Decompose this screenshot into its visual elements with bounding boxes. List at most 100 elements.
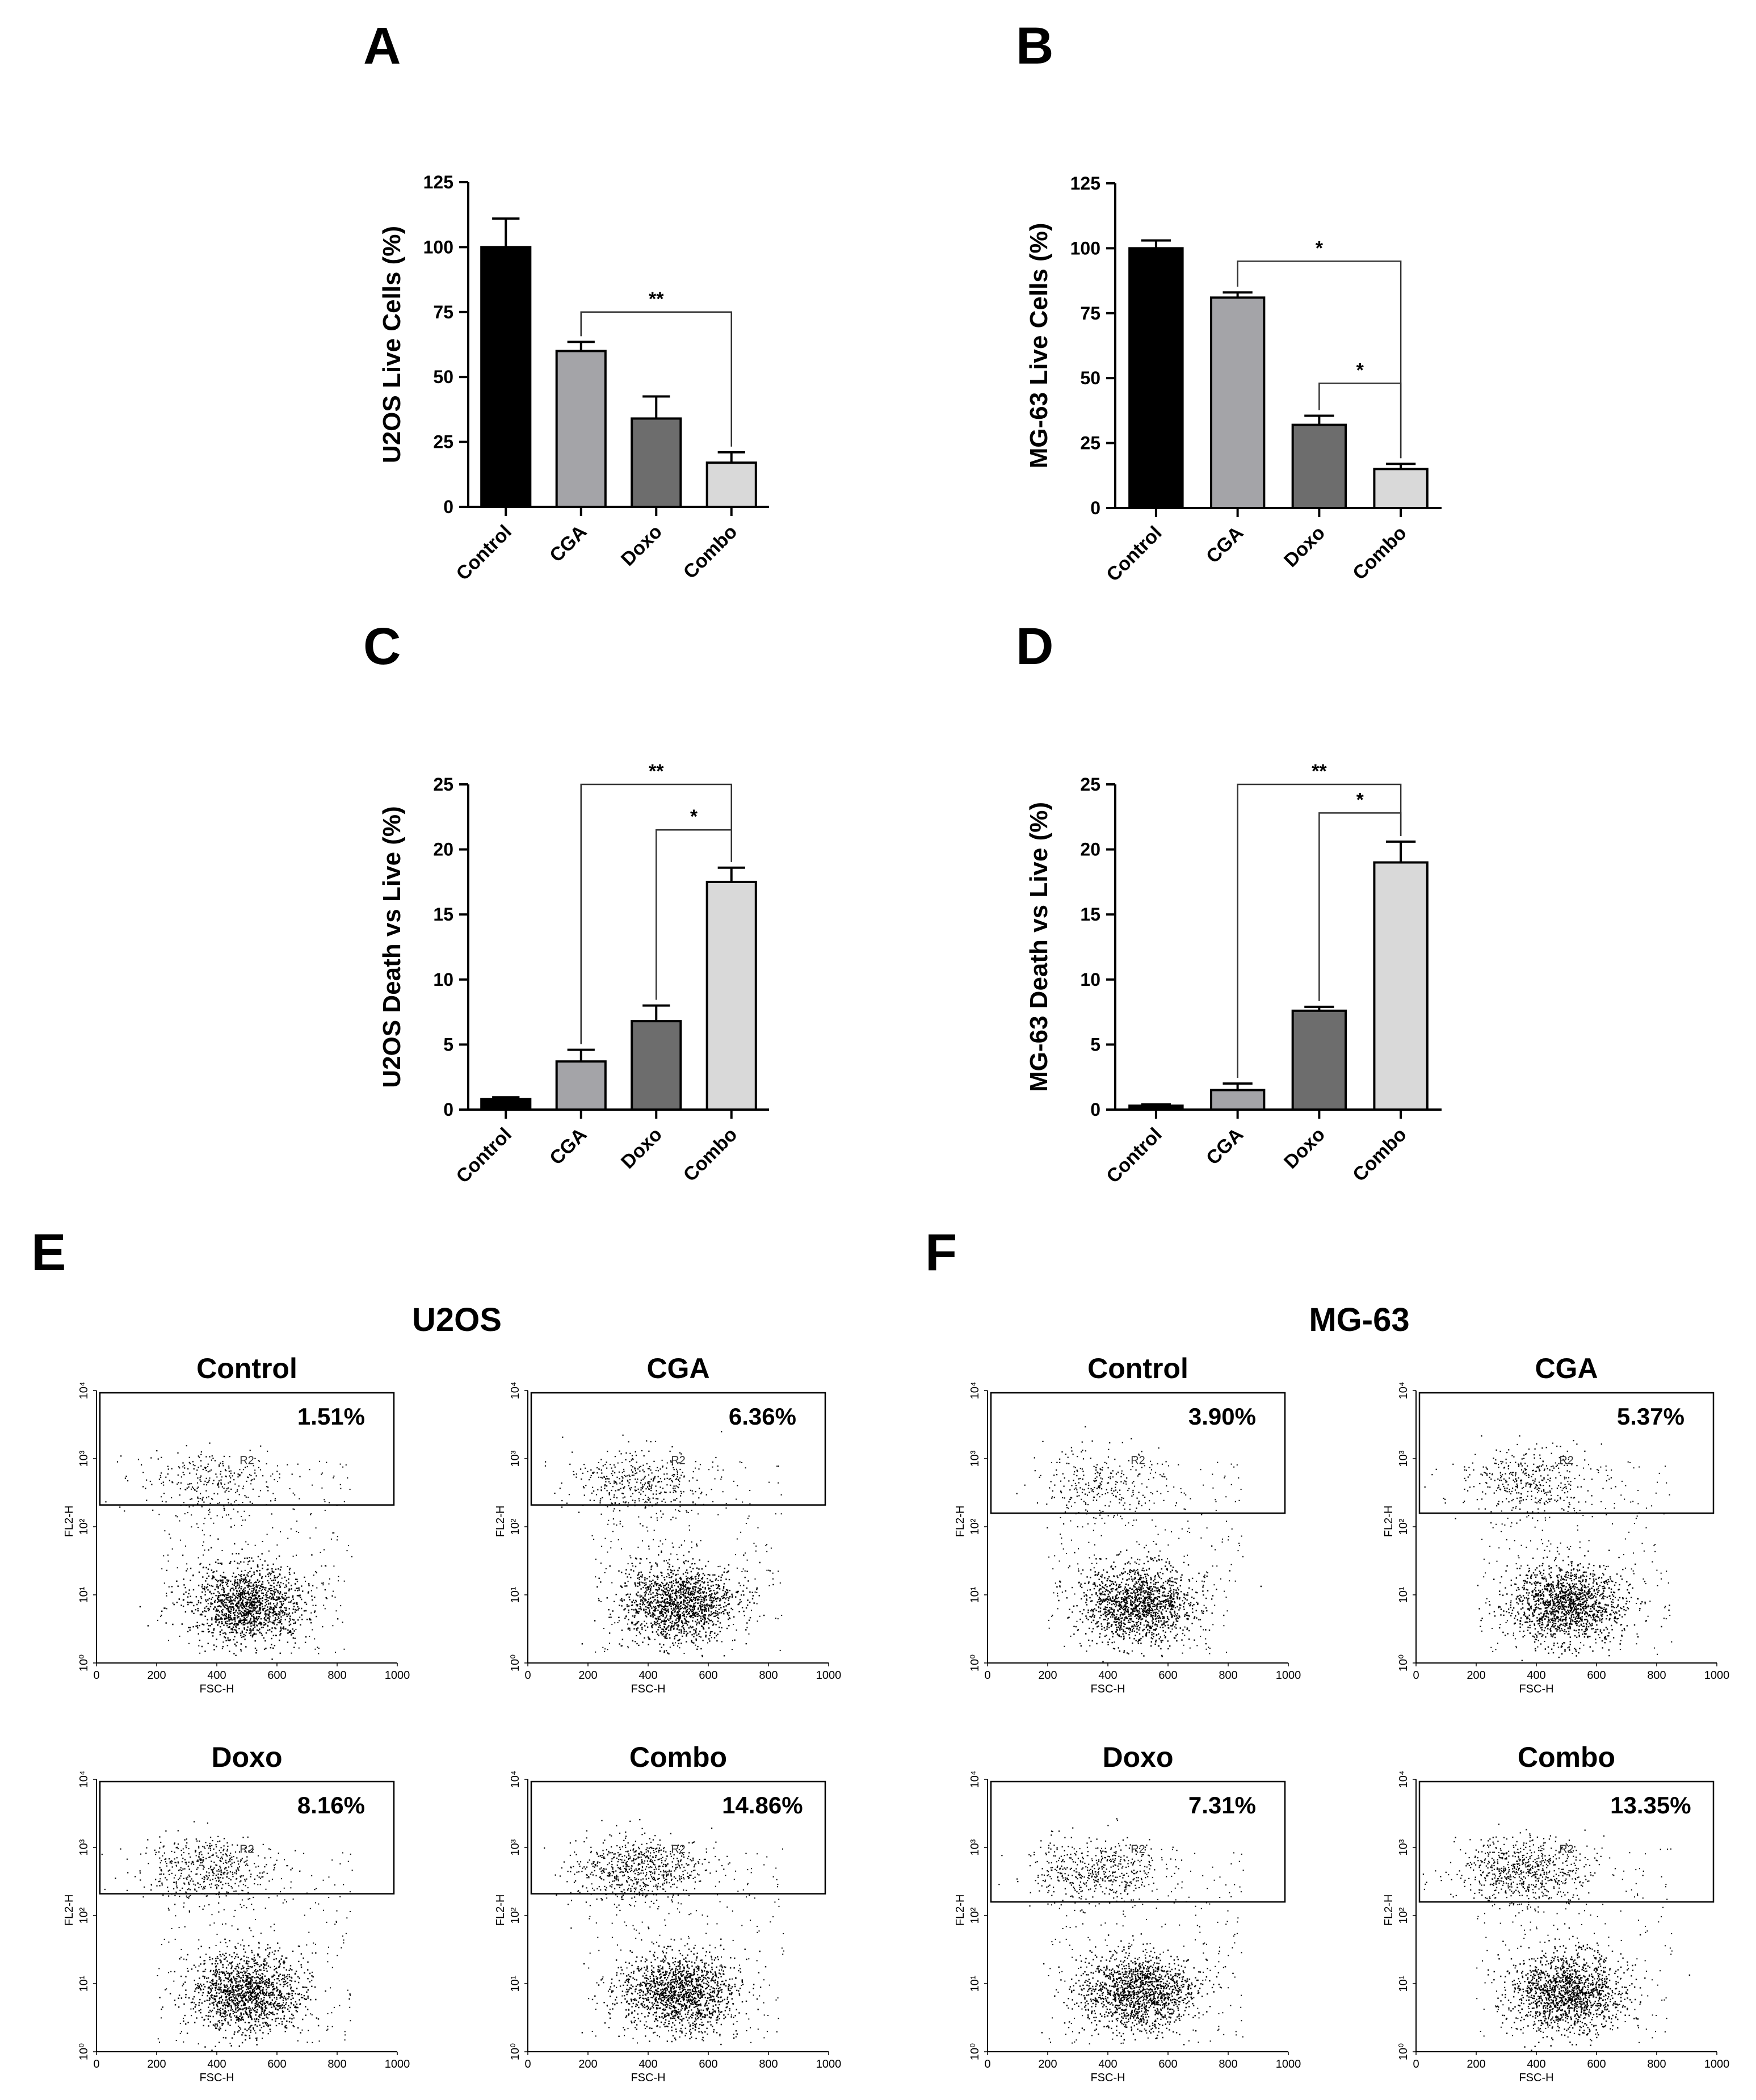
flow-plot-title: Doxo bbox=[1103, 1741, 1174, 1773]
flow-x-tick-label: 600 bbox=[1587, 2058, 1606, 2070]
flow-plot-title: Combo bbox=[629, 1741, 727, 1773]
bar-cga bbox=[555, 1060, 607, 1111]
significance-label: ** bbox=[649, 761, 664, 782]
gate-label: R2 bbox=[1131, 1455, 1145, 1467]
flow-x-axis-label: FSC-H bbox=[631, 1683, 665, 1695]
flow-x-axis-label: FSC-H bbox=[1519, 2072, 1553, 2084]
flow-scatter-points bbox=[544, 1819, 784, 2046]
y-tick-label: 75 bbox=[433, 302, 453, 322]
flow-gate-percent: 7.31% bbox=[1188, 1792, 1256, 1818]
flow-x-tick-label: 1000 bbox=[1704, 1669, 1730, 1682]
flow-plot-e-2: Doxo R2 8.16% 0 200 400 600 800 1000 10⁰ 10¹ 10² 10³… bbox=[63, 1741, 410, 2084]
flow-y-tick-label: 10³ bbox=[509, 1839, 522, 1855]
flow-x-tick-label: 600 bbox=[1158, 1669, 1177, 1682]
y-tick-label: 125 bbox=[423, 172, 453, 192]
flow-x-tick-label: 800 bbox=[1219, 1669, 1237, 1682]
flow-y-tick-label: 10³ bbox=[1397, 1839, 1410, 1855]
y-tick-label: 0 bbox=[1090, 498, 1100, 518]
flow-x-tick-label: 200 bbox=[1467, 1669, 1485, 1682]
flow-scatter-points bbox=[101, 1821, 353, 2051]
significance-label: * bbox=[1316, 237, 1324, 259]
flow-x-tick-label: 800 bbox=[1219, 2058, 1237, 2070]
flow-scatter-points bbox=[998, 1818, 1244, 2046]
bar-control bbox=[1128, 1104, 1184, 1111]
flow-y-tick-label: 10³ bbox=[1397, 1450, 1410, 1467]
y-tick-label: 15 bbox=[1080, 904, 1100, 925]
flow-gate-r2 bbox=[530, 1780, 826, 1895]
flow-x-tick-label: 400 bbox=[1527, 2058, 1545, 2070]
flow-x-tick-label: 200 bbox=[578, 1669, 597, 1682]
flow-cytometry-plots: Control R2 1.51% 0 200 400 600 800 1000 10⁰ 10¹ 10²… bbox=[63, 1353, 1729, 2084]
gate-label: R2 bbox=[671, 1455, 686, 1467]
flow-y-axis-label: FL2-H bbox=[954, 1895, 967, 1926]
flow-gate-r2 bbox=[1418, 1780, 1715, 1903]
y-tick-label: 0 bbox=[1090, 1099, 1100, 1120]
flow-x-tick-label: 400 bbox=[207, 2058, 226, 2070]
flow-x-tick-label: 600 bbox=[1587, 1669, 1606, 1682]
significance-bracket bbox=[580, 311, 732, 447]
flow-y-tick-label: 10⁴ bbox=[78, 1771, 90, 1788]
flow-x-axis-label: FSC-H bbox=[199, 2072, 234, 2084]
gate-label: R2 bbox=[1559, 1455, 1574, 1467]
flow-y-tick-label: 10⁴ bbox=[1397, 1771, 1410, 1788]
flow-y-tick-label: 10² bbox=[509, 1907, 522, 1923]
flow-gate-r2 bbox=[990, 1392, 1286, 1514]
flow-plot-title: Doxo bbox=[212, 1741, 283, 1773]
flow-y-axis-label: FL2-H bbox=[954, 1506, 967, 1538]
flow-y-tick-label: 10¹ bbox=[509, 1586, 522, 1603]
flow-y-tick-label: 10² bbox=[78, 1518, 90, 1535]
significance-bracket bbox=[1237, 783, 1402, 1078]
bar-doxo bbox=[1291, 423, 1347, 509]
bar-doxo bbox=[631, 417, 682, 509]
flow-gate-percent: 5.37% bbox=[1617, 1403, 1684, 1430]
bar-cga bbox=[555, 350, 607, 508]
flow-plot-title: Control bbox=[196, 1353, 297, 1384]
flow-x-tick-label: 400 bbox=[207, 1669, 226, 1682]
gate-label: R2 bbox=[240, 1843, 254, 1856]
cell-line-title-mg63: MG-63 bbox=[1309, 1301, 1409, 1338]
flow-x-tick-label: 0 bbox=[524, 2058, 531, 2070]
flow-scatter-points bbox=[1016, 1426, 1262, 1662]
panel-letter-d: D bbox=[1016, 618, 1053, 675]
y-tick-label: 25 bbox=[1080, 774, 1100, 795]
flow-scatter-path bbox=[1016, 1426, 1262, 1662]
flow-y-tick-label: 10⁰ bbox=[1397, 2043, 1410, 2060]
flow-y-axis-label: FL2-H bbox=[63, 1506, 75, 1538]
flow-plot-f-0: Control R2 3.90% 0 200 400 600 800 1000 10⁰ 10¹ 10²… bbox=[954, 1353, 1301, 1695]
significance-bracket bbox=[1318, 812, 1402, 1001]
flow-y-tick-label: 10³ bbox=[969, 1839, 981, 1855]
flow-x-axis-label: FSC-H bbox=[631, 2072, 665, 2084]
y-tick-label: 100 bbox=[1070, 238, 1100, 258]
flow-gate-percent: 3.90% bbox=[1188, 1403, 1256, 1430]
flow-x-tick-label: 0 bbox=[524, 1669, 531, 1682]
flow-x-tick-label: 1000 bbox=[385, 2058, 410, 2070]
flow-gate-r2 bbox=[530, 1392, 826, 1506]
flow-x-tick-label: 0 bbox=[93, 2058, 99, 2070]
flow-x-tick-label: 800 bbox=[1647, 2058, 1666, 2070]
flow-scatter-path bbox=[998, 1818, 1244, 2046]
y-tick-label: 10 bbox=[1080, 969, 1100, 990]
cell-line-title-u2os: U2OS bbox=[412, 1301, 502, 1338]
y-tick-label: 20 bbox=[433, 839, 453, 860]
flow-y-tick-label: 10⁰ bbox=[509, 2043, 522, 2060]
flow-x-tick-label: 1000 bbox=[816, 2058, 842, 2070]
significance-bracket bbox=[1318, 383, 1402, 459]
flow-x-tick-label: 800 bbox=[1647, 1669, 1666, 1682]
flow-x-tick-label: 400 bbox=[1098, 1669, 1117, 1682]
y-tick-label: 50 bbox=[433, 367, 453, 387]
flow-x-axis-label: FSC-H bbox=[1090, 1683, 1125, 1695]
flow-y-tick-label: 10² bbox=[509, 1518, 522, 1535]
flow-x-tick-label: 200 bbox=[147, 2058, 166, 2070]
flow-x-tick-label: 1000 bbox=[1276, 2058, 1301, 2070]
gate-label: R2 bbox=[1131, 1843, 1145, 1856]
flow-x-axis-label: FSC-H bbox=[1519, 1683, 1553, 1695]
y-axis-title: U2OS Death vs Live (%) bbox=[378, 806, 406, 1087]
flow-y-tick-label: 10³ bbox=[969, 1450, 981, 1467]
gate-label: R2 bbox=[240, 1455, 254, 1467]
y-tick-label: 15 bbox=[433, 904, 453, 925]
flow-y-tick-label: 10⁴ bbox=[969, 1771, 981, 1788]
flow-y-tick-label: 10⁰ bbox=[969, 2043, 981, 2060]
flow-y-tick-label: 10¹ bbox=[78, 1975, 90, 1992]
flow-y-tick-label: 10³ bbox=[78, 1450, 90, 1467]
flow-y-tick-label: 10⁴ bbox=[509, 1771, 522, 1788]
